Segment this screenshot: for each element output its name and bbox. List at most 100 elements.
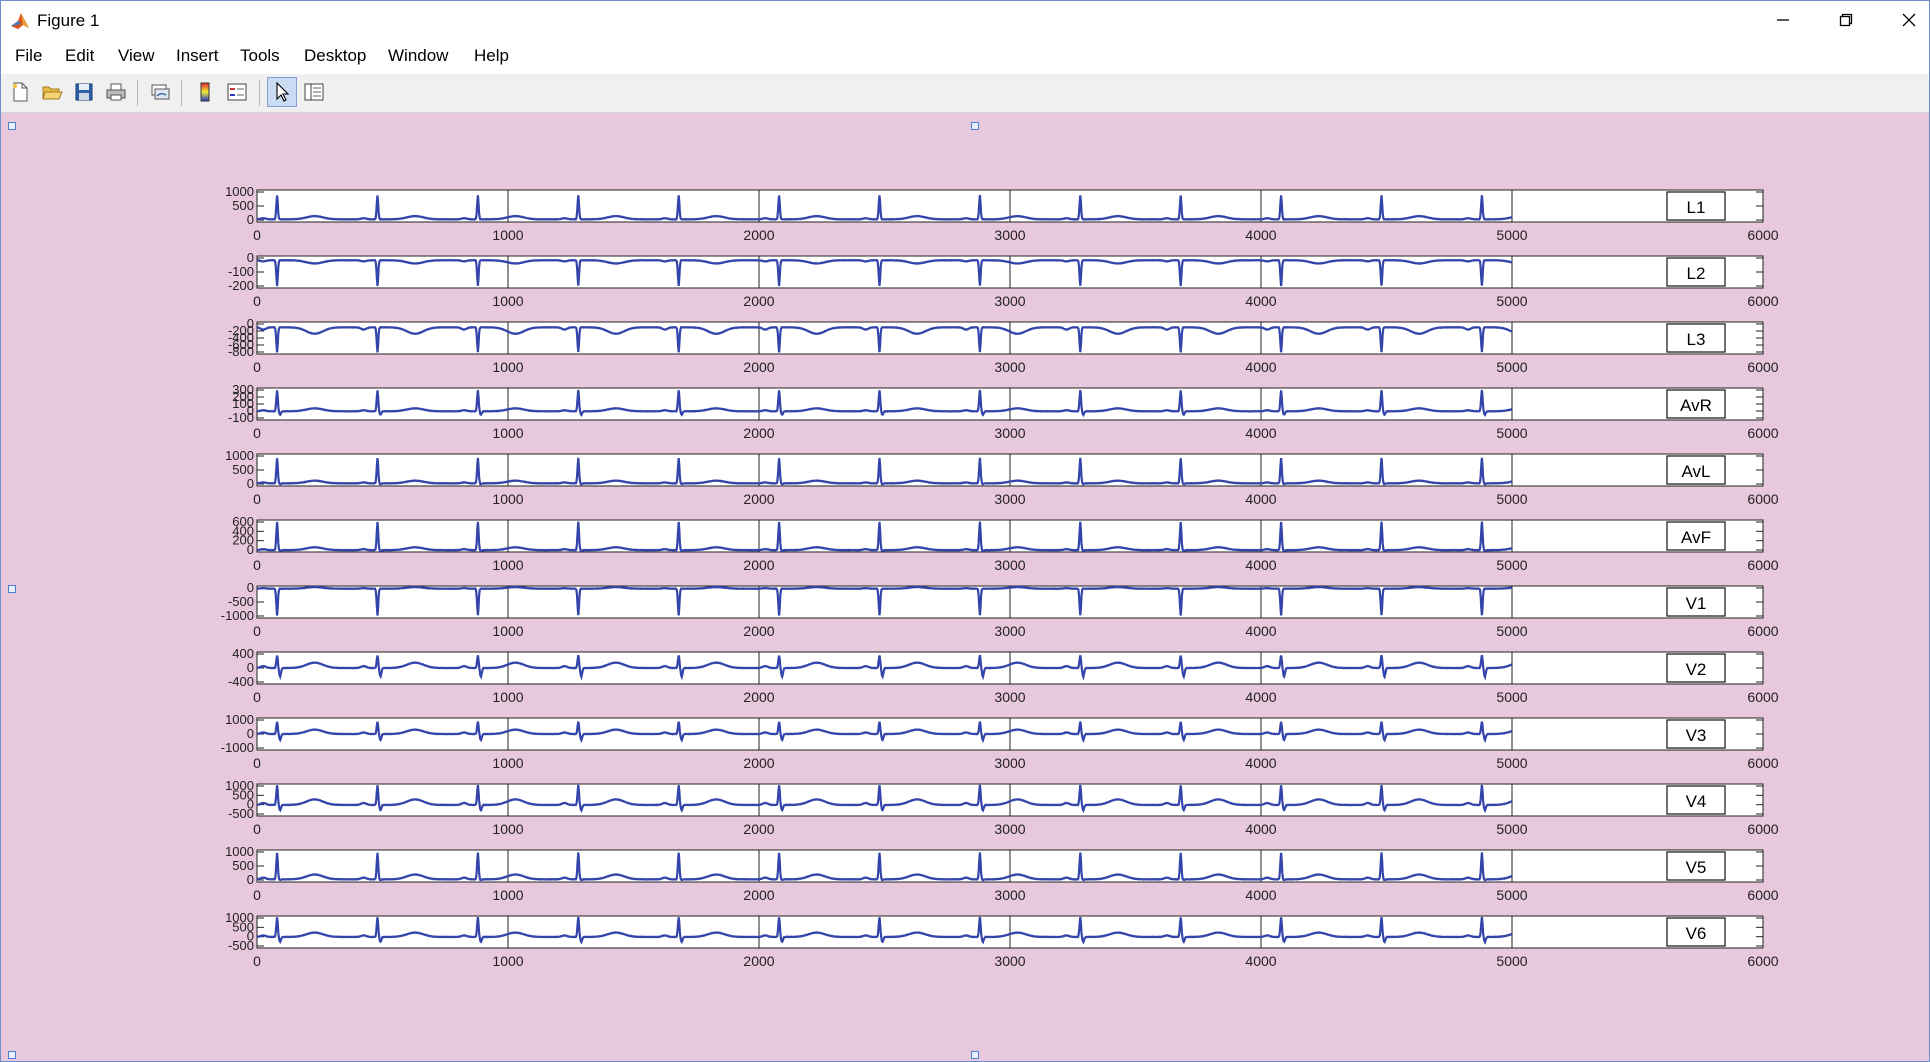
print-figure-button[interactable] bbox=[102, 78, 130, 106]
x-tick-label: 2000 bbox=[743, 293, 774, 309]
x-tick-label: 6000 bbox=[1747, 953, 1778, 969]
insert-colorbar-button[interactable] bbox=[191, 78, 219, 106]
property-panel-icon bbox=[304, 83, 324, 101]
y-tick-label: 0 bbox=[247, 660, 254, 675]
x-tick-label: 3000 bbox=[994, 689, 1025, 705]
ecg-trace-v2 bbox=[256, 655, 1512, 681]
y-tick-label: 0 bbox=[247, 929, 254, 944]
menu-window[interactable]: Window bbox=[388, 46, 449, 65]
x-tick-label: 0 bbox=[253, 689, 261, 705]
x-tick-label: 3000 bbox=[994, 491, 1025, 507]
legend-box bbox=[1666, 521, 1726, 551]
ecg-trace-v4 bbox=[256, 784, 1512, 814]
x-tick-label: 6000 bbox=[1747, 491, 1778, 507]
menu-file[interactable]: File bbox=[15, 46, 43, 65]
y-tick-label: 1000 bbox=[225, 844, 254, 859]
menu-edit[interactable]: Edit bbox=[65, 46, 95, 65]
y-tick-label: 1000 bbox=[225, 910, 254, 925]
x-tick-label: 0 bbox=[253, 623, 261, 639]
y-tick-label: 0 bbox=[247, 580, 254, 595]
y-tick-label: -800 bbox=[228, 344, 254, 359]
x-tick-label: 6000 bbox=[1747, 359, 1778, 375]
x-tick-label: 4000 bbox=[1245, 425, 1276, 441]
restore-icon bbox=[1839, 13, 1853, 27]
menu-insert[interactable]: Insert bbox=[176, 46, 219, 65]
x-tick-label: 6000 bbox=[1747, 755, 1778, 771]
ecg-trace-l1 bbox=[256, 195, 1513, 221]
x-tick-label: 3000 bbox=[994, 293, 1025, 309]
x-tick-label: 0 bbox=[253, 293, 261, 309]
menu-help[interactable]: Help bbox=[474, 46, 509, 65]
x-tick-label: 1000 bbox=[492, 953, 523, 969]
toolbar-separator bbox=[259, 80, 260, 106]
legend-label: V5 bbox=[1686, 858, 1707, 877]
y-tick-label: 600 bbox=[232, 514, 254, 529]
selection-handle[interactable] bbox=[8, 585, 16, 593]
x-tick-label: 1000 bbox=[492, 755, 523, 771]
x-tick-label: 6000 bbox=[1747, 689, 1778, 705]
save-figure-button[interactable] bbox=[70, 78, 98, 106]
title-bar: Figure 1 bbox=[1, 1, 1929, 41]
y-tick-label: 0 bbox=[247, 476, 254, 491]
ecg-trace-avl bbox=[256, 457, 1513, 486]
y-tick-label: 0 bbox=[247, 726, 254, 741]
y-tick-label: -400 bbox=[228, 674, 254, 689]
insert-legend-button[interactable] bbox=[223, 78, 251, 106]
y-tick-label: 300 bbox=[232, 382, 254, 397]
x-tick-label: 6000 bbox=[1747, 227, 1778, 243]
selection-handle[interactable] bbox=[8, 1051, 16, 1059]
x-tick-label: 2000 bbox=[743, 425, 774, 441]
x-tick-label: 0 bbox=[253, 953, 261, 969]
x-tick-label: 4000 bbox=[1245, 755, 1276, 771]
restore-button[interactable] bbox=[1816, 1, 1876, 39]
legend-box bbox=[1666, 323, 1726, 353]
figure-canvas[interactable]: 0 1000 2000 3000 4000 5000 6000 1000 500 0 L1 0 1000… bbox=[1, 113, 1929, 1061]
selection-handle[interactable] bbox=[8, 122, 16, 130]
y-tick-label: -500 bbox=[228, 938, 254, 953]
x-tick-label: 5000 bbox=[1496, 755, 1527, 771]
legend-box bbox=[1666, 191, 1726, 221]
x-tick-label: 5000 bbox=[1496, 623, 1527, 639]
x-tick-label: 3000 bbox=[994, 755, 1025, 771]
legend-box bbox=[1666, 257, 1726, 287]
x-tick-label: 1000 bbox=[492, 227, 523, 243]
x-tick-label: 5000 bbox=[1496, 821, 1527, 837]
x-tick-label: 6000 bbox=[1747, 293, 1778, 309]
x-tick-label: 5000 bbox=[1496, 491, 1527, 507]
save-icon bbox=[75, 83, 93, 101]
x-tick-label: 5000 bbox=[1496, 227, 1527, 243]
x-tick-label: 2000 bbox=[743, 359, 774, 375]
open-file-button[interactable] bbox=[38, 78, 66, 106]
colorbar-icon bbox=[200, 82, 210, 102]
y-tick-label: 500 bbox=[232, 462, 254, 477]
y-tick-label: -600 bbox=[228, 337, 254, 352]
property-inspector-button[interactable] bbox=[300, 78, 328, 106]
menu-bar: File Edit View Insert Tools Desktop Wind… bbox=[1, 41, 1929, 71]
menu-view[interactable]: View bbox=[118, 46, 155, 65]
minimize-button[interactable] bbox=[1753, 1, 1813, 39]
link-plot-icon bbox=[151, 84, 170, 100]
selection-handle[interactable] bbox=[971, 1051, 979, 1059]
x-tick-label: 2000 bbox=[743, 623, 774, 639]
x-tick-label: 3000 bbox=[994, 887, 1025, 903]
legend-label: L1 bbox=[1687, 198, 1706, 217]
selection-handle[interactable] bbox=[971, 122, 979, 130]
link-plot-button[interactable] bbox=[146, 78, 174, 106]
legend-icon bbox=[227, 83, 247, 101]
x-tick-label: 0 bbox=[253, 755, 261, 771]
edit-plot-button[interactable] bbox=[267, 77, 297, 107]
close-icon bbox=[1902, 13, 1916, 27]
new-figure-button[interactable] bbox=[6, 78, 34, 106]
ecg-trace-l3 bbox=[256, 325, 1513, 353]
x-tick-label: 0 bbox=[253, 821, 261, 837]
menu-tools[interactable]: Tools bbox=[240, 46, 280, 65]
menu-desktop[interactable]: Desktop bbox=[304, 46, 367, 65]
minimize-icon bbox=[1777, 19, 1789, 21]
close-button[interactable] bbox=[1879, 1, 1929, 39]
y-tick-label: 0 bbox=[247, 542, 254, 557]
legend-label: AvR bbox=[1680, 396, 1712, 415]
figure-toolbar bbox=[1, 74, 1929, 113]
